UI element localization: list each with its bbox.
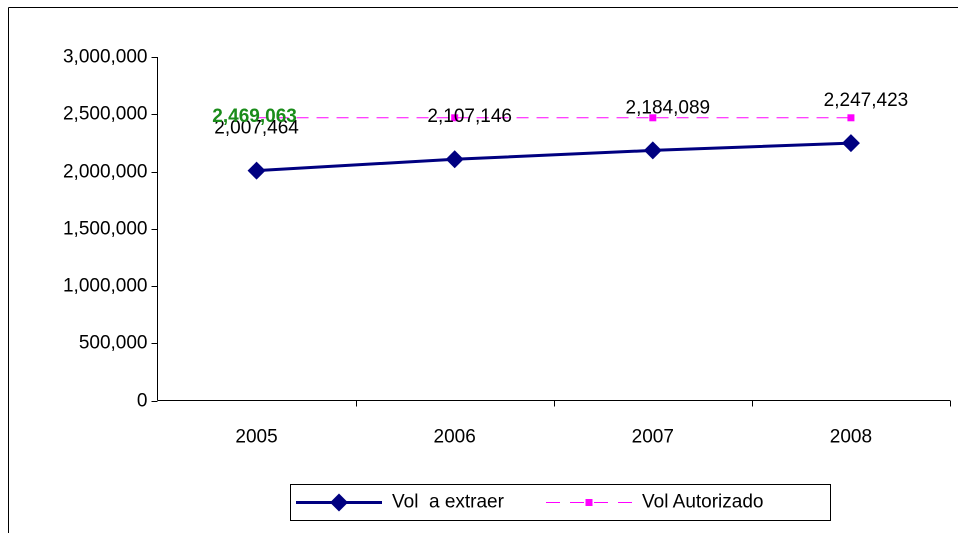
x-tick-label: 2008 <box>830 427 872 448</box>
point-marker <box>445 150 464 169</box>
point-marker <box>649 114 657 122</box>
point-marker <box>841 134 860 153</box>
y-tick-label: 1,000,000 <box>63 276 148 297</box>
y-tick-label: 2,000,000 <box>63 162 148 183</box>
point-marker <box>330 493 348 512</box>
data-label: 2,247,423 <box>824 90 909 111</box>
y-tick-label: 500,000 <box>79 333 148 354</box>
y-tick-label: 0 <box>137 391 148 412</box>
point-marker <box>847 114 855 122</box>
x-tick-label: 2005 <box>235 427 277 448</box>
data-label: 2,469,063 <box>212 106 297 127</box>
point-marker <box>247 161 266 180</box>
data-label: 2,007,464 <box>214 118 299 139</box>
data-label: 2,184,089 <box>626 97 711 118</box>
point-marker <box>643 141 662 160</box>
point-marker <box>585 499 593 506</box>
x-tick-label: 2007 <box>632 427 674 448</box>
y-tick-label: 2,500,000 <box>63 104 148 125</box>
legend-label: Vol a extraer <box>392 492 505 513</box>
y-tick-label: 3,000,000 <box>63 47 148 68</box>
point-marker <box>451 114 459 122</box>
x-tick-label: 2006 <box>434 427 476 448</box>
data-label: 2,107,146 <box>427 106 512 127</box>
series-line <box>256 141 851 173</box>
legend-label: Vol Autorizado <box>642 492 763 513</box>
y-tick-label: 1,500,000 <box>63 219 148 240</box>
